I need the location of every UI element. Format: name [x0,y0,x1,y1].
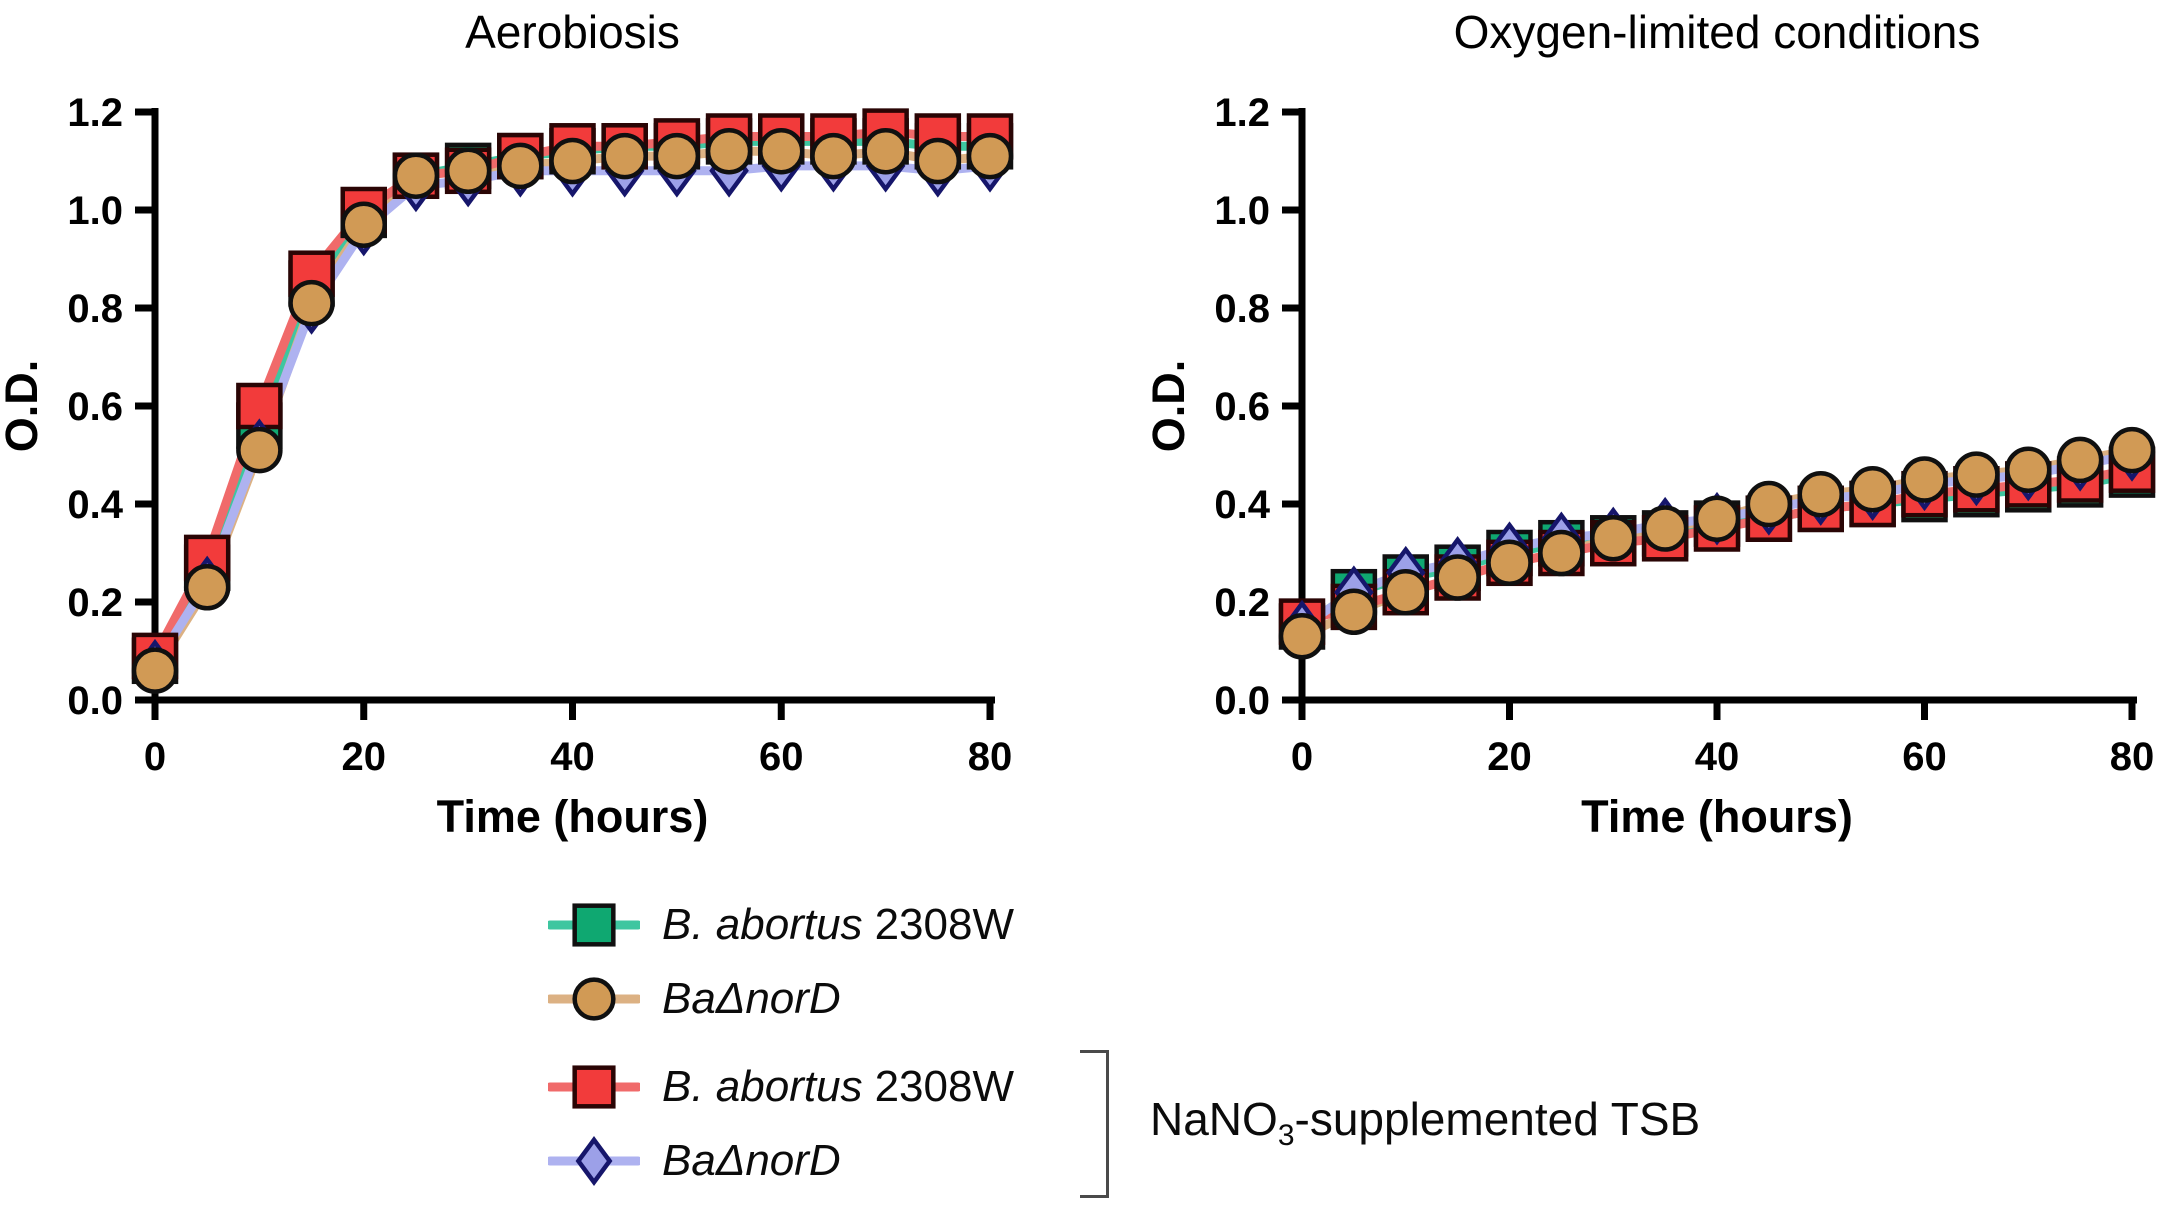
x-tick-label: 40 [550,735,595,779]
annotation-subscript: 3 [1277,1119,1295,1153]
x-axis-label: Time (hours) [1581,791,1853,842]
y-tick-label: 0.2 [1214,581,1270,625]
y-tick-label: 0.6 [1214,385,1270,429]
legend-label-species: BaΔnorD [662,1136,841,1185]
x-tick-label: 60 [759,735,804,779]
nano3-annotation: NaNO3-supplemented TSB [1150,1092,1700,1153]
purple-diamond-marker-icon [548,1136,640,1186]
y-tick-label: 0.4 [67,483,123,527]
legend-label: B. abortus 2308W [662,900,1014,950]
legend-label-species: B. abortus [662,900,863,949]
legend: B. abortus 2308W BaΔnorD B. abortus 2308W … [548,888,1014,1198]
x-tick-label: 80 [2110,735,2155,779]
legend-label-species: B. abortus [662,1062,863,1111]
legend-group-bracket [1080,1050,1109,1198]
annotation-prefix: NaNO [1150,1093,1278,1145]
y-tick-label: 0.0 [67,679,123,723]
legend-item-banord-tsb: BaΔnorD [548,962,1014,1036]
x-tick-label: 60 [1902,735,1947,779]
x-axis-label: Time (hours) [437,791,709,842]
green-square-marker-icon [548,903,640,947]
x-tick-label: 80 [968,735,1013,779]
x-tick-label: 20 [1487,735,1532,779]
y-tick-label: 1.0 [67,189,123,233]
y-axis-label: O.D. [1143,360,1194,453]
red-square-marker-icon [548,1065,640,1109]
growth-curves-charts: Aerobiosis Time (hours) O.D. 0.0 0.2 0.4 0.6 0.… [0,6,2156,842]
y-tick-label: 1.2 [67,91,123,135]
y-axis-label: O.D. [0,360,47,453]
legend-label: BaΔnorD [662,974,853,1024]
y-tick-label: 0.8 [67,287,123,331]
y-tick-label: 0.6 [67,385,123,429]
x-tick-label: 40 [1695,735,1740,779]
chart-title: Aerobiosis [465,6,680,58]
x-tick-label: 20 [342,735,387,779]
chart: Aerobiosis Time (hours) O.D. 0.0 0.2 0.4 0.6 0.… [0,6,1014,842]
legend-label: BaΔnorD [662,1136,853,1186]
legend-item-2308w-nano3: B. abortus 2308W [548,1050,1014,1124]
legend-label-strain: 2308W [874,900,1014,949]
y-tick-label: 1.0 [1214,189,1270,233]
y-tick-label: 0.2 [67,581,123,625]
chart: Oxygen-limited conditions Time (hours) O.D… [1143,6,2156,842]
annotation-suffix: -supplemented TSB [1294,1093,1701,1145]
x-tick-label: 0 [144,735,166,779]
y-tick-label: 0.0 [1214,679,1270,723]
legend-label: B. abortus 2308W [662,1062,1014,1112]
legend-item-banord-nano3: BaΔnorD [548,1124,1014,1198]
legend-label-strain: 2308W [874,1062,1014,1111]
y-tick-label: 0.8 [1214,287,1270,331]
y-tick-label: 1.2 [1214,91,1270,135]
y-tick-label: 0.4 [1214,483,1270,527]
legend-item-2308w-tsb: B. abortus 2308W [548,888,1014,962]
tan-circle-marker-icon [548,977,640,1021]
x-tick-label: 0 [1291,735,1313,779]
chart-title: Oxygen-limited conditions [1454,6,1981,58]
legend-label-species: BaΔnorD [662,974,841,1023]
